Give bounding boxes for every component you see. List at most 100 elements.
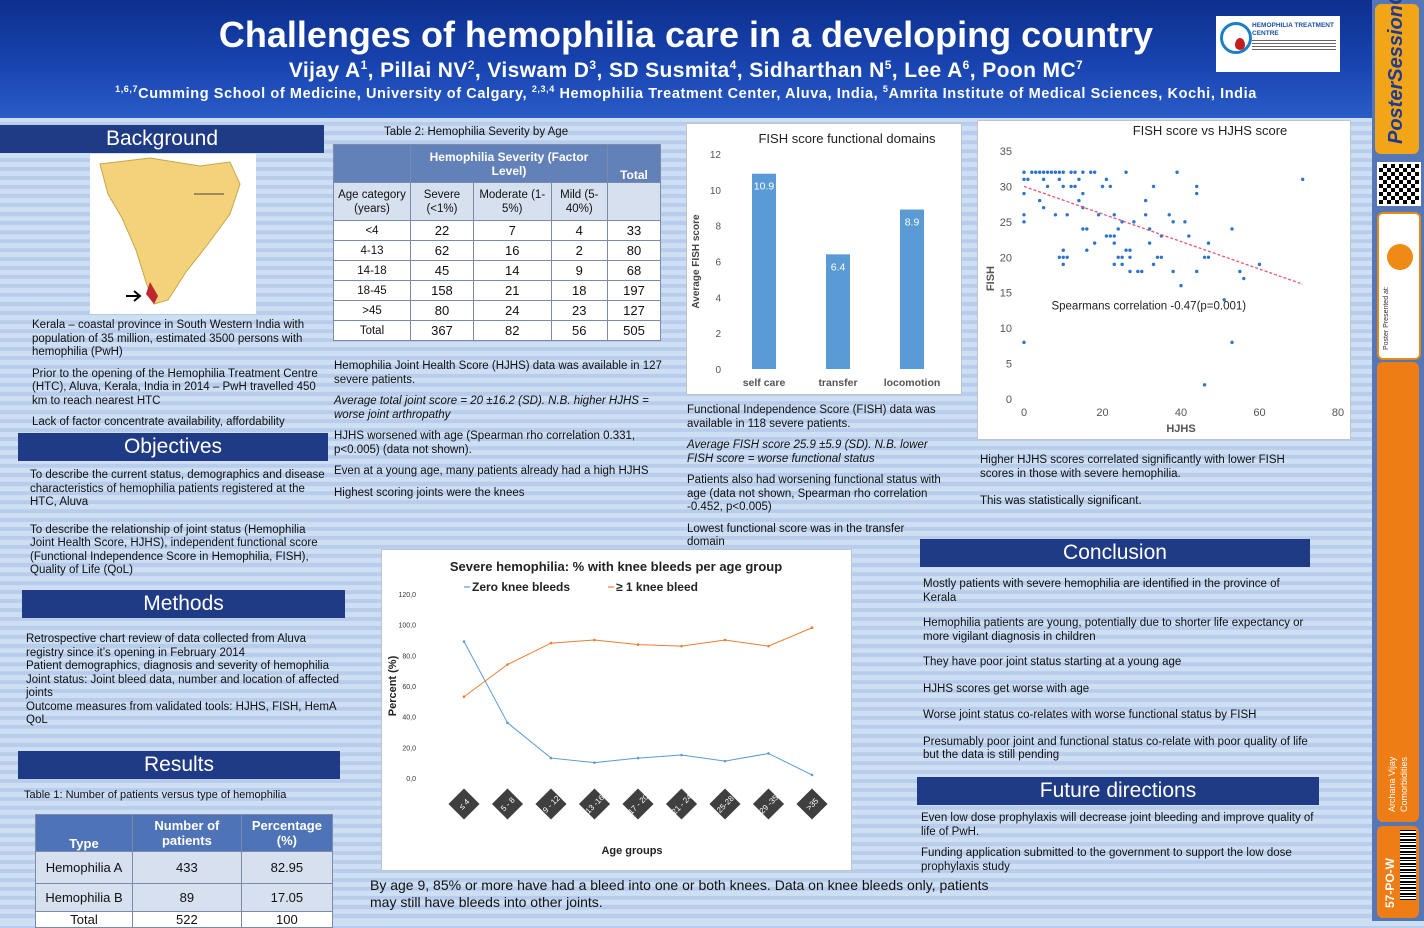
scatter-para: Higher HJHS scores correlated significan… xyxy=(980,454,1285,480)
scatter-point xyxy=(1041,205,1046,210)
affiliation: Cumming School of Medicine, University o… xyxy=(138,85,532,102)
scatter-point xyxy=(1081,227,1085,231)
conclusion-item: Worse joint status co-relates with worse… xyxy=(923,709,1257,721)
series-point xyxy=(549,756,553,760)
scatter-point xyxy=(1077,177,1081,182)
trend-line xyxy=(1023,185,1303,285)
series-point xyxy=(506,663,509,666)
scatter-point xyxy=(1061,184,1065,189)
presented-at-text: Poster Presented at: xyxy=(1383,286,1390,350)
table2-subheader xyxy=(607,182,661,221)
scatter-point xyxy=(1143,198,1148,203)
table1-header: Percentage (%) xyxy=(240,814,334,852)
table2-cell: 24 xyxy=(472,300,552,321)
table2-cell: 367 xyxy=(410,320,474,341)
author-sup: 5 xyxy=(884,58,892,72)
scatter-point xyxy=(1120,255,1124,259)
y-tick-label: 4 xyxy=(715,293,721,304)
table1-cell: 89 xyxy=(132,883,242,912)
author-list: Vijay A1, Pillai NV2, Viswam D3, SD Susm… xyxy=(288,58,1084,82)
conclusion-list: Mostly patients with severe hemophilia a… xyxy=(923,578,1313,771)
method-line: Retrospective chart review of data colle… xyxy=(26,633,306,659)
scatter-point xyxy=(1257,262,1262,267)
table2-corner xyxy=(333,144,411,183)
fish-domain-chart: FISH score functional domains 0 2 4 6 8 10 12 Av… xyxy=(686,123,962,395)
scatter-point xyxy=(1120,262,1124,267)
author-sup: 1 xyxy=(360,58,368,72)
series-line xyxy=(463,641,813,776)
x-tick-label: 60 xyxy=(1253,407,1265,419)
scatter-point xyxy=(1206,241,1211,245)
future-item: Funding application submitted to the gov… xyxy=(921,847,1292,873)
presenter-name: Archana Vijay xyxy=(1387,756,1397,812)
y-tick-label: 10 xyxy=(1000,323,1012,335)
y-axis-label: Percent (%) xyxy=(387,655,399,716)
scatter-point xyxy=(1175,170,1179,174)
poster-session-online-logo[interactable]: PosterSessionOnline xyxy=(1375,0,1419,154)
table2-cell: 45 xyxy=(410,260,474,281)
scatter-point xyxy=(1057,170,1062,174)
qr-code-icon[interactable] xyxy=(1377,162,1421,206)
scatter-point xyxy=(1022,213,1026,217)
scatter-point xyxy=(1230,340,1234,345)
scatter-point xyxy=(1195,191,1199,196)
scatter-point xyxy=(1065,213,1069,217)
background-para-1: Kerala – coastal province in South Weste… xyxy=(32,319,305,358)
table2-cell: 4 xyxy=(550,220,609,241)
affil-sup: 1,6,7 xyxy=(115,84,139,94)
scatter-point xyxy=(1124,248,1128,252)
table1-cell: Hemophilia B xyxy=(35,883,133,912)
scatter-point xyxy=(1038,198,1042,203)
y-tick-label: 2 xyxy=(715,329,721,340)
scatter-point xyxy=(1045,184,1050,189)
scatter-point xyxy=(1085,227,1089,231)
x-tick-label: 80 xyxy=(1332,407,1344,419)
scatter-point xyxy=(1140,269,1144,274)
series-line xyxy=(463,627,813,698)
table2-cell: 158 xyxy=(410,280,474,301)
y-tick-label: 10 xyxy=(710,186,722,197)
bar xyxy=(900,209,924,369)
scatter-point xyxy=(1089,170,1093,174)
scatter-point xyxy=(1112,262,1116,267)
scatter-point xyxy=(1041,177,1046,182)
scatter-point xyxy=(1128,255,1132,259)
objective-2: To describe the relationship of joint st… xyxy=(30,523,318,577)
scatter-point xyxy=(1112,213,1116,217)
logo-text: HEMOPHILIA TREATMENT CENTRE xyxy=(1252,22,1334,37)
x-axis-label: HJHS xyxy=(1166,423,1195,435)
scatter-point xyxy=(1167,213,1171,217)
author-sup: 2 xyxy=(467,58,475,72)
scatter-point xyxy=(1202,383,1207,387)
scatter-point xyxy=(1151,262,1156,267)
fish-para: Average FISH score 25.9 ±5.9 (SD). N.B. … xyxy=(687,439,928,465)
scatter-point xyxy=(1132,220,1136,224)
scatter-point xyxy=(1171,220,1175,224)
poster-header xyxy=(0,0,1372,118)
scatter-point xyxy=(1092,241,1097,245)
affiliations: 1,6,7Cumming School of Medicine, Univers… xyxy=(0,84,1372,102)
table2-cell: 2 xyxy=(550,240,609,261)
scatter-point xyxy=(1026,177,1030,182)
scatter-point xyxy=(1238,269,1242,274)
scatter-point xyxy=(1230,227,1234,231)
table2-group-header: Hemophilia Severity (Factor Level) xyxy=(410,144,608,183)
y-axis-label: FISH xyxy=(985,266,997,291)
y-tick-label: 40,0 xyxy=(402,715,416,722)
conclusion-item: HJHS scores get worse with age xyxy=(923,682,1090,695)
kerala-map xyxy=(90,154,256,314)
series-point xyxy=(593,638,596,642)
scatter-point xyxy=(1057,177,1062,182)
scatter-point xyxy=(1151,184,1156,189)
conclusion-item: Mostly patients with severe hemophilia a… xyxy=(923,578,1280,604)
y-tick-label: 0 xyxy=(715,365,721,376)
fish-para: Lowest functional score was in the trans… xyxy=(687,522,905,549)
scatter-point xyxy=(1073,184,1077,189)
table2-cell: 127 xyxy=(607,300,661,321)
author-sup: 7 xyxy=(1076,58,1084,72)
legend-label: Zero knee bleeds xyxy=(472,580,570,594)
scatter-point xyxy=(1300,177,1305,182)
barcode-icon xyxy=(1400,830,1416,900)
affil-sup: 5 xyxy=(882,84,889,94)
table2-cell: 80 xyxy=(607,240,661,261)
